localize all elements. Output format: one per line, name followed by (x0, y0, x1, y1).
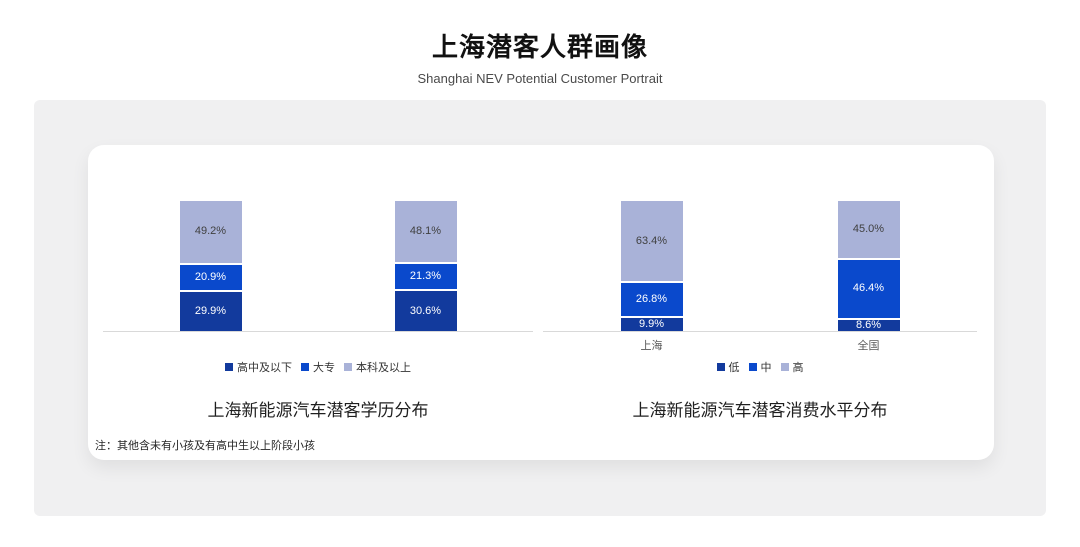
category-label: 上海 (640, 340, 663, 352)
consumption-chart-plot-area: 9.9% 26.8% 63.4% 8.6% 46.4% 45.0% (543, 200, 977, 332)
consumption-chart-category-row: 上海 全国 (543, 332, 977, 352)
stacked-bar: 30.6% 21.3% 48.1% (394, 201, 457, 331)
content-panel: 29.9% 20.9% 49.2% 30.6% 21.3% 48.1% 高中及以下 大专 本科… (34, 100, 1046, 516)
legend-swatch-icon (716, 363, 725, 371)
legend-label: 高中及以下 (237, 362, 292, 374)
footnote: 注：其他含未有小孩及有高中生以上阶段小孩 (95, 440, 315, 452)
stacked-bar: 8.6% 46.4% 45.0% (837, 201, 900, 331)
page-subtitle: Shanghai NEV Potential Customer Portrait (417, 71, 663, 86)
bar-segment: 21.3% (394, 263, 457, 292)
charts-card: 29.9% 20.9% 49.2% 30.6% 21.3% 48.1% 高中及以下 大专 本科… (88, 145, 994, 460)
legend-swatch-icon (780, 363, 789, 371)
bar-segment: 30.6% (394, 291, 457, 331)
consumption-chart-title: 上海新能源汽车潜客消费水平分布 (632, 401, 888, 420)
legend-item: 大专 (301, 359, 335, 375)
education-chart-plot-area: 29.9% 20.9% 49.2% 30.6% 21.3% 48.1% (103, 200, 533, 332)
education-distribution-chart: 29.9% 20.9% 49.2% 30.6% 21.3% 48.1% 高中及以下 大专 本科… (103, 200, 533, 421)
legend-item: 高中及以下 (225, 359, 292, 375)
bar-segment: 8.6% (837, 319, 900, 331)
bar-segment: 9.9% (620, 318, 683, 331)
consumption-level-chart: 9.9% 26.8% 63.4% 8.6% 46.4% 45.0% 上海 全国 低 中 高 上海… (543, 200, 977, 421)
page-header: 上海潜客人群画像 Shanghai NEV Potential Customer… (0, 27, 1080, 86)
bar-segment: 26.8% (620, 283, 683, 319)
legend-label: 本科及以上 (356, 362, 411, 374)
stacked-bar: 9.9% 26.8% 63.4% (620, 200, 683, 331)
legend-label: 高 (792, 362, 804, 374)
bar-segment: 45.0% (837, 201, 900, 260)
bar-segment: 29.9% (179, 292, 242, 331)
legend-swatch-icon (748, 363, 757, 371)
bar-segment: 48.1% (394, 201, 457, 264)
legend-swatch-icon (344, 363, 352, 371)
legend-swatch-icon (301, 363, 309, 371)
category-label: 全国 (857, 340, 880, 352)
page-title: 上海潜客人群画像 (431, 32, 648, 62)
legend-label: 大专 (313, 362, 335, 374)
bar-segment: 49.2% (179, 200, 242, 265)
legend-label: 中 (760, 362, 772, 374)
education-chart-legend: 高中及以下 大专 本科及以上 (103, 359, 533, 375)
legend-item: 高 (780, 359, 804, 375)
bar-segment: 20.9% (179, 264, 242, 293)
consumption-chart-legend: 低中高 (543, 359, 977, 375)
stacked-bar: 29.9% 20.9% 49.2% (179, 200, 242, 331)
legend-item: 本科及以上 (344, 359, 411, 375)
legend-item: 中 (748, 359, 772, 375)
education-chart-title: 上海新能源汽车潜客学历分布 (207, 401, 429, 420)
education-chart-category-row (103, 332, 533, 350)
legend-swatch-icon (225, 363, 233, 371)
bar-segment: 63.4% (620, 200, 683, 284)
legend-item: 低 (716, 359, 740, 375)
legend-label: 低 (728, 362, 740, 374)
bar-segment: 46.4% (837, 259, 900, 320)
